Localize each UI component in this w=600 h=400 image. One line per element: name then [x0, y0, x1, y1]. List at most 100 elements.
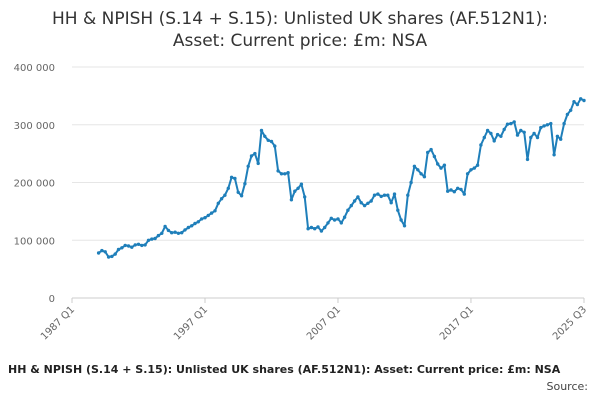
data-point	[229, 175, 234, 179]
data-point	[359, 201, 363, 205]
data-point	[482, 135, 486, 140]
data-point	[196, 220, 200, 224]
data-point	[542, 124, 546, 128]
data-point	[446, 189, 450, 193]
data-point	[449, 188, 453, 192]
data-point	[362, 203, 367, 208]
data-point	[372, 193, 377, 197]
data-point	[296, 186, 300, 190]
data-point	[472, 166, 476, 170]
chart-title: HH & NPISH (S.14 + S.15): Unlisted UK sh…	[0, 8, 600, 52]
y-tick-label: 0	[49, 294, 55, 305]
y-tick-label: 300 000	[14, 121, 55, 132]
data-point	[402, 224, 407, 228]
data-point	[562, 121, 566, 126]
x-tick-label: 1987 Q1	[39, 304, 77, 342]
data-point	[256, 161, 260, 166]
y-tick-label: 200 000	[14, 179, 55, 190]
data-point	[203, 216, 207, 220]
data-point	[532, 131, 536, 136]
data-point	[575, 102, 580, 107]
data-point	[286, 171, 290, 175]
data-point	[113, 252, 117, 256]
data-point	[170, 231, 174, 235]
data-point	[193, 221, 197, 226]
x-tick-label: 1997 Q1	[172, 304, 210, 342]
data-point	[163, 224, 167, 229]
data-point	[342, 215, 347, 219]
data-point	[293, 189, 297, 193]
data-point	[140, 243, 144, 248]
data-point	[579, 97, 583, 101]
data-point	[479, 143, 483, 147]
data-point	[176, 231, 181, 235]
data-point	[565, 112, 570, 117]
data-point	[436, 162, 440, 166]
data-point	[432, 154, 437, 159]
data-point	[126, 244, 131, 248]
x-tick-label: 2017 Q1	[438, 304, 476, 342]
data-point	[346, 208, 350, 212]
data-point	[515, 133, 520, 137]
data-point	[366, 201, 370, 205]
y-tick-label: 100 000	[14, 236, 55, 247]
data-point	[525, 157, 530, 162]
data-point	[399, 218, 403, 222]
data-point	[416, 168, 420, 172]
data-point	[489, 131, 493, 136]
data-point	[216, 201, 220, 205]
data-point	[409, 180, 413, 185]
footer-title: HH & NPISH (S.14 + S.15): Unlisted UK sh…	[8, 363, 561, 376]
data-point	[180, 231, 184, 235]
data-point	[323, 225, 327, 230]
data-point	[249, 154, 254, 158]
data-point	[539, 125, 543, 130]
data-point	[223, 193, 227, 197]
data-point	[552, 153, 556, 157]
data-point	[266, 138, 270, 142]
data-point	[313, 227, 317, 231]
data-point	[559, 137, 563, 141]
data-point	[386, 193, 390, 197]
data-point	[253, 151, 257, 156]
data-point	[535, 135, 540, 140]
data-point	[306, 227, 310, 231]
data-point	[276, 169, 280, 173]
data-point	[200, 217, 204, 221]
data-point	[173, 230, 177, 234]
x-tick-label: 2007 Q1	[305, 304, 343, 342]
data-point	[299, 182, 304, 186]
data-point	[426, 150, 430, 155]
data-point	[519, 128, 523, 133]
data-point	[226, 186, 230, 190]
data-point	[133, 243, 137, 247]
data-point	[376, 192, 380, 196]
data-point	[319, 229, 324, 233]
data-point	[130, 245, 134, 249]
data-point	[429, 147, 433, 152]
data-point	[106, 255, 111, 259]
data-point	[492, 139, 496, 143]
data-point	[136, 242, 141, 246]
data-point	[582, 98, 586, 103]
data-point	[289, 198, 294, 202]
data-point	[160, 231, 164, 235]
data-point	[419, 172, 423, 176]
data-point	[456, 186, 460, 190]
data-point	[259, 128, 264, 133]
data-point	[356, 195, 360, 199]
data-point	[316, 225, 320, 229]
data-point	[96, 251, 101, 255]
data-point	[190, 224, 194, 228]
data-point	[150, 237, 154, 241]
data-point	[459, 187, 463, 192]
data-point	[512, 120, 516, 124]
chart-title-line-1: HH & NPISH (S.14 + S.15): Unlisted UK sh…	[52, 9, 548, 29]
data-point	[103, 250, 107, 254]
data-point	[120, 246, 124, 250]
data-point	[465, 172, 470, 176]
data-point	[545, 123, 550, 127]
data-point	[389, 201, 393, 205]
data-point	[382, 193, 387, 197]
